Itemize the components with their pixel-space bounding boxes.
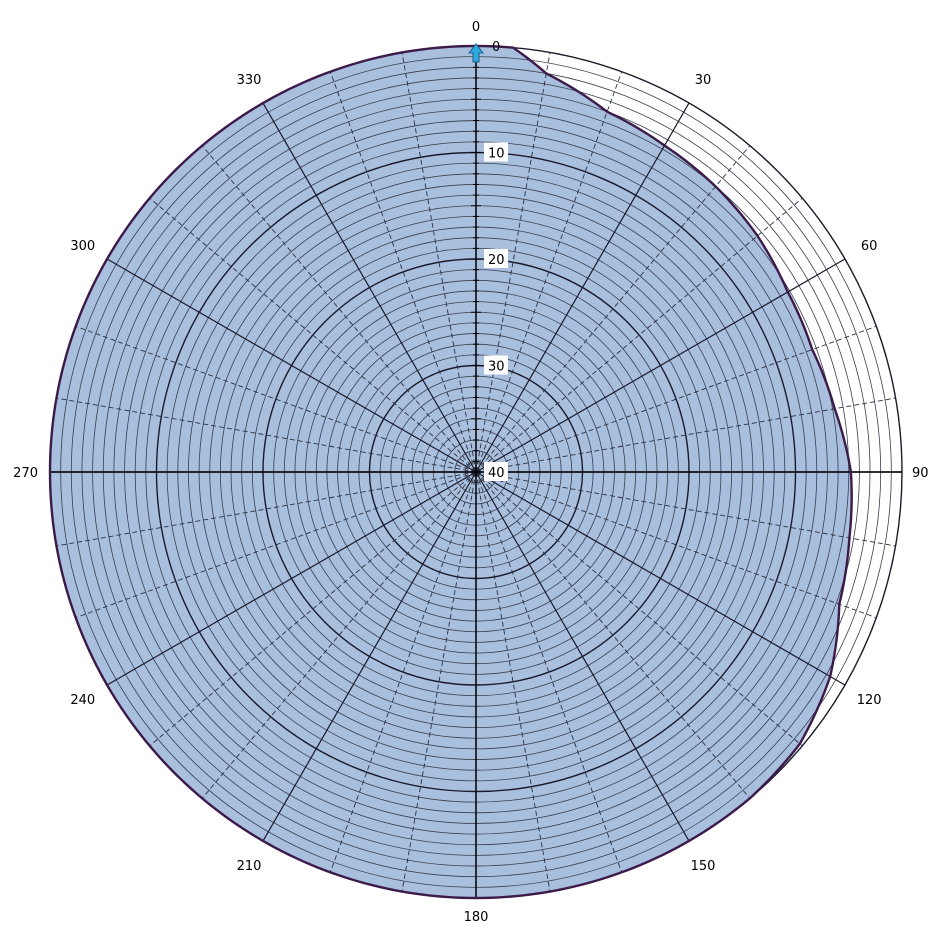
spoke-dashed xyxy=(475,71,623,473)
angle-tick-label: 150 xyxy=(691,859,716,874)
radial-tick-label: 30 xyxy=(488,360,505,375)
spoke-dashed xyxy=(201,471,477,799)
radial-labels-layer: 0 10 20 30 40 xyxy=(484,40,508,481)
spoke-dashed xyxy=(329,71,477,473)
arrow-up-icon xyxy=(467,43,485,63)
spoke-dashed xyxy=(201,145,477,473)
angle-tick-label: 240 xyxy=(70,693,95,708)
spoke-dashed xyxy=(329,471,477,873)
angle-tick-label: 330 xyxy=(237,73,262,88)
spoke-dashed xyxy=(475,145,751,473)
spoke-dashed xyxy=(475,52,551,473)
radial-tick-label: 0 xyxy=(492,40,500,55)
angle-tick-label: 120 xyxy=(857,693,882,708)
radial-label-bg xyxy=(484,462,508,481)
spoke-solid xyxy=(106,471,477,686)
series-outline-layer xyxy=(48,44,853,900)
radial-label-bg xyxy=(484,249,508,268)
spoke-dashed xyxy=(475,471,751,799)
spoke-dashed xyxy=(475,397,896,473)
spoke-dashed xyxy=(475,197,803,473)
spoke-solid xyxy=(475,471,690,842)
spoke-dashed xyxy=(475,471,896,547)
radial-tick-label: 40 xyxy=(488,466,505,481)
marker-layer xyxy=(467,43,485,63)
spoke-dashed xyxy=(75,325,477,473)
angle-tick-label: 180 xyxy=(464,910,489,925)
angle-tick-label: 60 xyxy=(861,239,878,254)
spoke-solid xyxy=(475,258,846,473)
angle-tick-label: 270 xyxy=(13,466,38,481)
grid-layer xyxy=(49,45,903,899)
radial-tick-label: 10 xyxy=(488,147,505,162)
spoke-dashed xyxy=(475,325,877,473)
spoke-dashed xyxy=(475,471,803,747)
series-outline xyxy=(48,44,853,900)
spoke-dashed xyxy=(149,197,477,473)
spoke-dashed xyxy=(401,471,477,892)
radial-label-bg xyxy=(484,142,508,162)
spoke-dashed xyxy=(149,471,477,747)
angle-tick-label: 90 xyxy=(912,466,929,481)
angle-tick-label: 0 xyxy=(472,20,480,35)
angle-tick-label: 30 xyxy=(695,73,712,88)
spoke-solid xyxy=(106,258,477,473)
spoke-dashed xyxy=(56,397,477,473)
spoke-dashed xyxy=(75,471,477,619)
spoke-dashed xyxy=(401,52,477,473)
radial-tick-label: 20 xyxy=(488,253,505,268)
spoke-dashed xyxy=(475,471,623,873)
spoke-solid xyxy=(475,471,846,686)
spoke-solid xyxy=(475,102,690,473)
spoke-dashed xyxy=(475,471,877,619)
spoke-solid xyxy=(262,471,477,842)
angle-tick-label: 210 xyxy=(237,859,262,874)
spoke-dashed xyxy=(56,471,477,547)
angle-tick-label: 300 xyxy=(70,239,95,254)
spoke-dashed xyxy=(475,471,551,892)
spoke-solid xyxy=(262,102,477,473)
radial-label-bg xyxy=(484,355,508,375)
